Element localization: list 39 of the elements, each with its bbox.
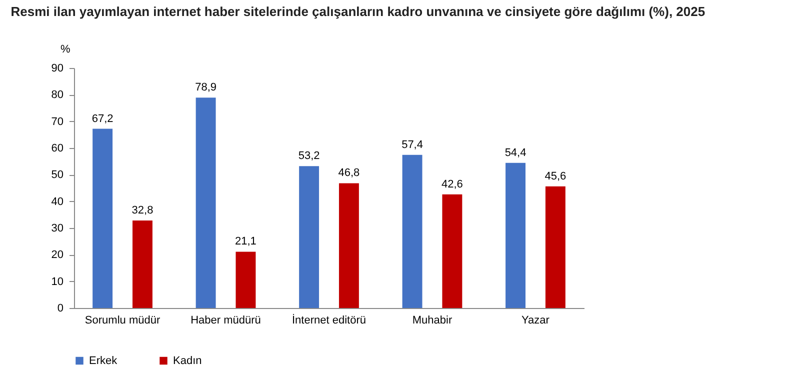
x-tick-label: Muhabir xyxy=(412,314,452,326)
data-label: 78,9 xyxy=(195,82,217,94)
chart-title: Resmi ilan yayımlayan internet haber sitelerinde çalışanların kadro unvanına ve cinsiyete göre dağılımı (%), 2025 xyxy=(10,4,706,19)
y-tick-label: 30 xyxy=(51,222,64,234)
x-tick-label: Haber müdürü xyxy=(190,314,261,326)
data-label: 57,4 xyxy=(402,138,423,151)
y-axis-title: % xyxy=(60,44,70,56)
bar xyxy=(545,186,566,308)
y-tick-label: 50 xyxy=(51,169,64,182)
data-label: 54,4 xyxy=(504,146,526,159)
bar xyxy=(132,220,152,308)
y-tick-label: 0 xyxy=(57,302,64,314)
bar xyxy=(506,162,526,308)
bar xyxy=(92,128,113,308)
legend-label: Erkek xyxy=(89,354,118,367)
data-label: 53,2 xyxy=(298,150,320,162)
x-tick-label: Yazar xyxy=(522,314,550,326)
data-label: 42,6 xyxy=(441,178,463,190)
data-label: 46,8 xyxy=(338,167,360,180)
y-tick-label: 80 xyxy=(51,89,64,102)
y-tick-label: 10 xyxy=(51,276,64,288)
data-label: 32,8 xyxy=(132,204,154,217)
data-label: 67,2 xyxy=(92,112,114,125)
x-tick-label: Sorumlu müdür xyxy=(84,314,160,326)
bar xyxy=(196,98,216,308)
y-tick-label: 70 xyxy=(51,116,64,128)
bar xyxy=(442,194,462,308)
y-tick-label: 90 xyxy=(51,62,64,74)
data-label: 45,6 xyxy=(544,170,566,182)
bar xyxy=(402,154,422,308)
bar xyxy=(299,166,320,308)
bar xyxy=(338,183,359,308)
x-tick-label: İnternet editörü xyxy=(292,314,366,326)
bar xyxy=(236,252,256,308)
y-tick-label: 20 xyxy=(51,249,64,262)
legend-label: Kadın xyxy=(173,354,202,367)
data-label: 21,1 xyxy=(235,236,256,248)
y-tick-label: 60 xyxy=(51,142,64,154)
y-tick-label: 40 xyxy=(51,196,64,208)
